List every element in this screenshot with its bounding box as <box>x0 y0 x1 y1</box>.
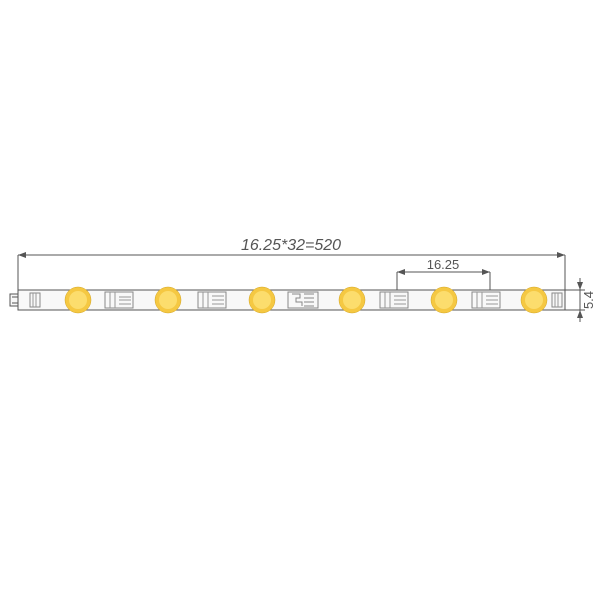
arrow <box>18 252 26 258</box>
pcb-strip <box>18 290 565 310</box>
arrow <box>577 310 583 318</box>
arrow <box>557 252 565 258</box>
led-glow <box>435 291 453 309</box>
dim-pitch-label: 16.25 <box>427 257 460 272</box>
arrow <box>482 269 490 275</box>
led-glow <box>159 291 177 309</box>
led-glow <box>69 291 87 309</box>
dim-height-label: 5.4 <box>581 291 596 309</box>
arrow <box>397 269 405 275</box>
dim-total-label: 16.25*32=520 <box>241 237 341 254</box>
arrow <box>577 282 583 290</box>
connector-left <box>10 294 18 306</box>
led-glow <box>343 291 361 309</box>
led-glow <box>253 291 271 309</box>
led-glow <box>525 291 543 309</box>
led-strip-diagram: 16.25*32=520 16.25 5.4 <box>0 0 600 600</box>
